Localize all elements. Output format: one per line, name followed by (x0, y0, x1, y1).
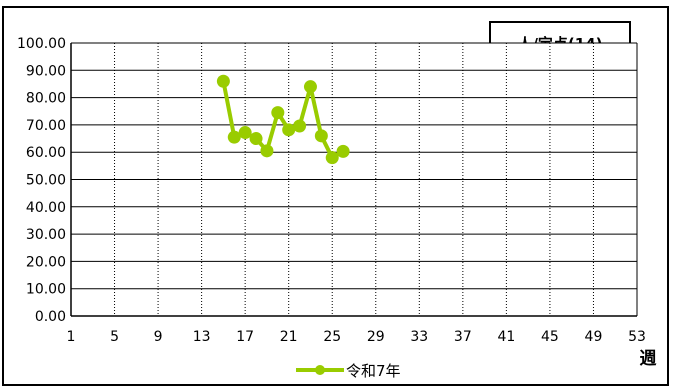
legend-label: 令和7年 (346, 362, 401, 380)
data-point (227, 130, 241, 144)
y-tick-label: 40.00 (26, 200, 66, 216)
x-tick-label: 1 (67, 329, 76, 345)
x-tick-label: 53 (628, 329, 646, 345)
data-point (238, 126, 252, 140)
x-tick-label: 37 (454, 329, 472, 345)
legend-marker (315, 365, 325, 375)
data-point (271, 106, 285, 120)
data-point (336, 144, 350, 158)
y-tick-label: 0.00 (35, 309, 66, 325)
x-tick-label: 9 (154, 329, 163, 345)
y-tick-label: 20.00 (26, 254, 66, 270)
data-point (303, 80, 317, 94)
y-tick-label: 10.00 (26, 282, 66, 298)
x-tick-label: 5 (110, 329, 119, 345)
x-tick-label: 29 (367, 329, 385, 345)
x-tick-label: 41 (497, 329, 515, 345)
x-tick-label: 33 (410, 329, 428, 345)
y-tick-label: 30.00 (26, 227, 66, 243)
x-tick-label: 17 (236, 329, 254, 345)
y-tick-label: 50.00 (26, 173, 66, 189)
data-point (260, 144, 274, 158)
x-tick-label: 21 (280, 329, 298, 345)
data-point (249, 132, 263, 146)
y-tick-label: 90.00 (26, 63, 66, 79)
data-point (293, 119, 307, 133)
data-point (325, 151, 339, 165)
x-tick-label: 13 (193, 329, 211, 345)
y-tick-label: 100.00 (17, 36, 66, 52)
x-tick-label: 25 (323, 329, 341, 345)
data-point (314, 129, 328, 143)
x-tick-label: 49 (585, 329, 603, 345)
y-tick-label: 60.00 (26, 145, 66, 161)
y-tick-label: 70.00 (26, 118, 66, 134)
x-tick-label: 45 (541, 329, 559, 345)
data-point (216, 74, 230, 88)
y-tick-label: 80.00 (26, 91, 66, 107)
data-point (282, 123, 296, 137)
x-axis-label: 週 (640, 349, 657, 369)
